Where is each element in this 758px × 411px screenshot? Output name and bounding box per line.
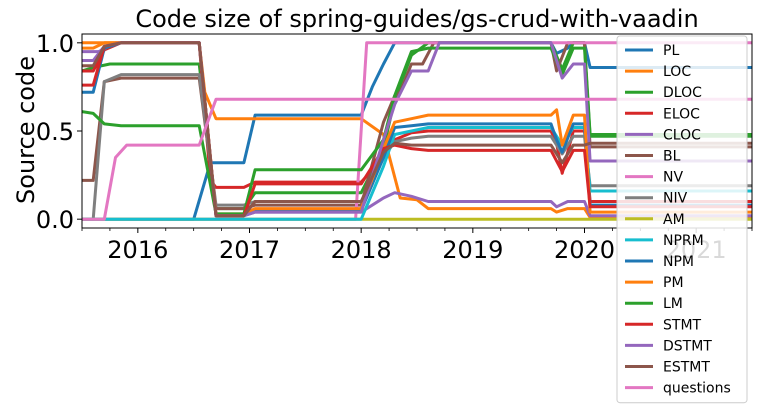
legend: PL LOC DLOC ELOC CLOC BL NV NIV AM NPRM NPM PM LM STM… xyxy=(616,35,748,404)
legend-label: DLOC xyxy=(663,85,702,101)
legend-label: AM xyxy=(663,212,685,228)
series-layer xyxy=(82,41,752,221)
x-tick-label: 2016 xyxy=(107,236,168,264)
series-line-loc xyxy=(82,41,752,219)
series-line-questions xyxy=(82,97,752,221)
legend-label: ELOC xyxy=(663,106,700,122)
legend-label: STMT xyxy=(663,317,702,333)
series-line-estmt xyxy=(82,41,752,218)
legend-label: questions xyxy=(663,381,731,397)
legend-label: NIV xyxy=(663,191,688,207)
x-tick-label: 2019 xyxy=(442,236,503,264)
x-tick-label: 2020 xyxy=(554,236,615,264)
legend-label: PL xyxy=(663,43,679,59)
legend-label: NV xyxy=(663,170,683,186)
legend-label: CLOC xyxy=(663,127,701,143)
legend-label: NPM xyxy=(663,254,694,270)
legend-label: PM xyxy=(663,275,684,291)
x-tick-label: 2017 xyxy=(219,236,280,264)
x-tick-label: 2018 xyxy=(331,236,392,264)
y-tick-label: 0.5 xyxy=(36,118,74,146)
y-axis: 0.0 0.5 1.0 xyxy=(36,30,82,234)
legend-box xyxy=(616,35,748,404)
legend-label: NPRM xyxy=(663,233,704,249)
legend-label: LOC xyxy=(663,64,691,80)
y-tick-label: 0.0 xyxy=(36,206,74,234)
legend-label: LM xyxy=(663,296,683,312)
chart-title: Code size of spring-guides/gs-crud-with-… xyxy=(135,5,698,33)
legend-label: DSTMT xyxy=(663,338,712,354)
y-axis-label: Source code xyxy=(12,56,40,204)
legend-label: BL xyxy=(663,149,681,165)
y-tick-label: 1.0 xyxy=(36,30,74,58)
legend-label: ESTMT xyxy=(663,360,710,376)
